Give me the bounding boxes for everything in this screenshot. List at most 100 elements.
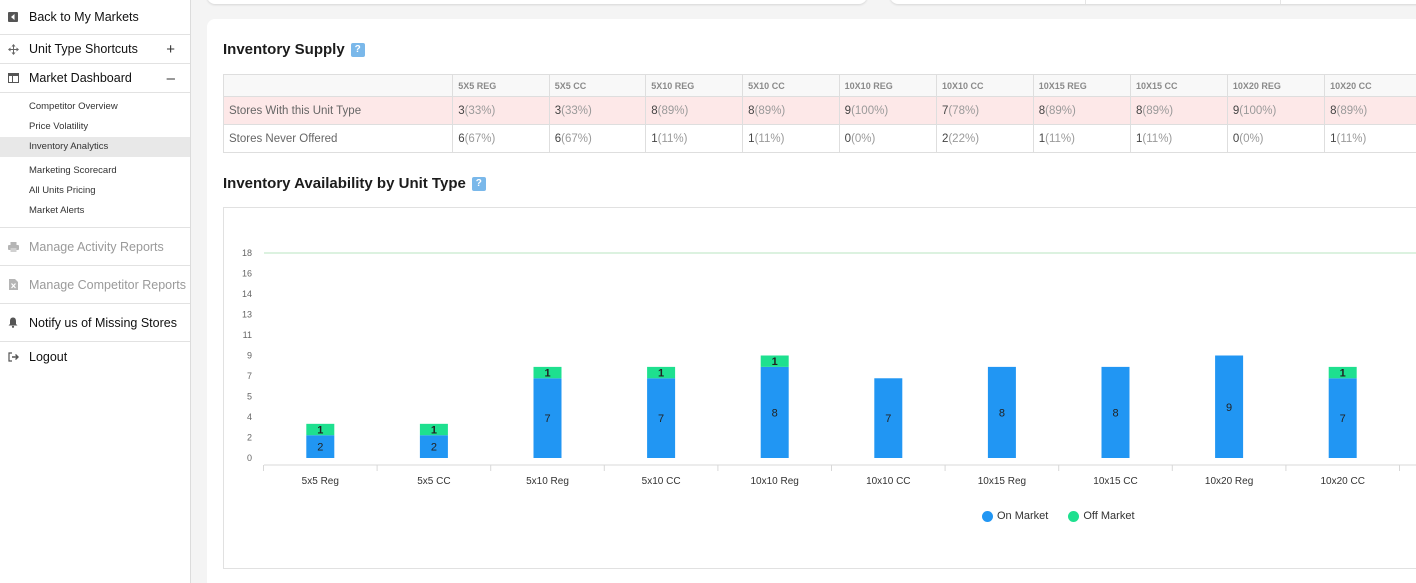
help-icon[interactable]: ?	[471, 176, 486, 191]
dashboard-icon	[7, 72, 19, 84]
bar-label-on-market: 8	[1112, 407, 1118, 419]
cell-count: 1	[1136, 132, 1143, 145]
column-header[interactable]: 10X10 CC	[935, 74, 1034, 97]
bar-off-market	[306, 423, 335, 436]
legend-dot-icon	[1068, 510, 1080, 522]
column-header[interactable]: 10X10 REG	[838, 74, 937, 97]
sub-item-price-volatility[interactable]: Price Volatility	[29, 121, 89, 132]
manage-activity-reports-label: Manage Activity Reports	[29, 239, 164, 254]
bell-icon	[7, 317, 19, 329]
column-header[interactable]: 10X15 CC	[1130, 74, 1228, 97]
chart-legend: On Market Off Market	[982, 510, 1135, 522]
logout-icon	[7, 351, 19, 363]
column-header[interactable]: 5X10 CC	[742, 74, 840, 97]
x-tick-label: 10x20 CC	[1320, 476, 1364, 487]
legend-item[interactable]: On Market	[982, 510, 1048, 522]
bar-on-market	[1101, 366, 1130, 458]
sub-item-competitor-overview[interactable]: Competitor Overview	[29, 101, 118, 112]
cell-percent: (33%)	[561, 104, 592, 117]
x-tick-label: 5x5 Reg	[302, 476, 339, 487]
bar-label-on-market: 8	[999, 407, 1005, 419]
bar-off-market	[533, 366, 562, 379]
market-dashboard-label: Market Dashboard	[29, 71, 132, 85]
column-header[interactable]: 10X20 CC	[1324, 74, 1416, 97]
bar-label-on-market: 8	[772, 407, 778, 419]
unit-type-shortcuts-label: Unit Type Shortcuts	[29, 42, 138, 56]
notify-missing-stores-item[interactable]: Notify us of Missing Stores	[0, 304, 190, 342]
table-cell: 3(33%)	[452, 96, 550, 125]
x-tick-label: 5x5 CC	[417, 476, 450, 487]
logout-item[interactable]: Logout	[0, 342, 190, 371]
legend-label: Off Market	[1083, 510, 1135, 522]
back-to-markets-label: Back to My Markets	[29, 9, 139, 24]
table-cell: 8(89%)	[1032, 96, 1132, 125]
y-tick-label: 14	[242, 289, 252, 299]
cell-count: 2	[941, 132, 949, 145]
cell-percent: (89%)	[1336, 104, 1368, 117]
cell-count: 8	[1330, 104, 1337, 117]
legend-item[interactable]: Off Market	[1068, 510, 1135, 522]
table-header-row: 5X5 REG 5X5 CC 5X10 REG 5X10 CC 10X10 RE…	[222, 74, 1416, 97]
logout-label: Logout	[29, 349, 68, 364]
column-header[interactable]: 5X5 REG	[452, 74, 550, 97]
sub-item-all-units-pricing[interactable]: All Units Pricing	[29, 185, 96, 196]
table-cell: 7(78%)	[935, 96, 1034, 125]
move-arrows-icon	[7, 43, 19, 55]
cell-percent: (33%)	[464, 104, 496, 117]
unit-type-shortcuts-item[interactable]: Unit Type Shortcuts +	[0, 35, 190, 64]
x-tick-label: 10x20 Reg	[1205, 476, 1253, 487]
bar-on-market	[760, 366, 789, 458]
x-tick-label: 10x15 Reg	[978, 476, 1026, 487]
bar-label-on-market: 9	[1226, 402, 1232, 414]
bar-label-off-market: 1	[772, 356, 778, 368]
column-header[interactable]: 5X5 CC	[548, 74, 647, 97]
table-row: Stores With this Unit Type 3(33%) 3(33%) 8(…	[222, 96, 1416, 125]
column-header[interactable]: 5X10 REG	[645, 74, 744, 97]
cell-percent: (100%)	[1239, 104, 1277, 117]
y-tick-label: 7	[247, 371, 252, 381]
x-tick-label: 10x15 CC	[1093, 476, 1137, 487]
cell-percent: (11%)	[1045, 132, 1075, 145]
table-cell: 9(100%)	[838, 96, 937, 125]
cell-count: 1	[1330, 132, 1337, 145]
table-cell: 8(89%)	[1130, 96, 1228, 125]
sub-item-inventory-analytics[interactable]: Inventory Analytics	[0, 137, 190, 157]
bar-label-off-market: 1	[658, 368, 664, 380]
cell-count: 1	[651, 132, 658, 145]
cell-count: 9	[844, 104, 852, 117]
row-label: Stores With this Unit Type	[222, 96, 454, 125]
table-cell: 6(67%)	[452, 124, 550, 153]
collapse-minus-icon[interactable]: –	[166, 70, 175, 87]
y-tick-label: 5	[247, 392, 252, 402]
back-to-markets-link[interactable]: Back to My Markets	[0, 0, 190, 35]
market-dashboard-item[interactable]: Market Dashboard –	[0, 64, 190, 93]
table-cell: 2(22%)	[935, 124, 1034, 153]
cell-count: 6	[458, 132, 465, 145]
cell-count: 8	[748, 104, 755, 117]
cell-percent: (0%)	[851, 132, 876, 145]
card-divider	[1280, 0, 1281, 4]
help-icon[interactable]: ?	[350, 42, 365, 57]
bar-on-market	[1215, 355, 1244, 458]
bar-label-on-market: 7	[1340, 413, 1346, 425]
table-cell: 0(0%)	[838, 124, 937, 153]
cell-count: 7	[941, 104, 949, 117]
bar-label-off-market: 1	[431, 425, 437, 437]
table-row: Stores Never Offered 6(67%) 6(67%) 1(11%) 1(…	[222, 124, 1416, 153]
cell-percent: (67%)	[561, 132, 592, 145]
y-tick-label: 11	[243, 330, 252, 340]
column-header[interactable]: 10X15 REG	[1032, 74, 1132, 97]
bar-on-market	[987, 366, 1016, 458]
y-tick-label: 4	[247, 412, 252, 422]
sub-item-market-alerts[interactable]: Market Alerts	[29, 205, 85, 216]
y-tick-label: 13	[242, 310, 252, 320]
cell-percent: (11%)	[754, 132, 785, 145]
expand-plus-icon[interactable]: +	[166, 41, 175, 58]
cell-percent: (89%)	[1045, 104, 1076, 117]
bar-label-off-market: 1	[544, 368, 550, 380]
cell-percent: (89%)	[754, 104, 786, 117]
sub-item-marketing-scorecard[interactable]: Marketing Scorecard	[29, 165, 117, 176]
bar-on-market	[647, 378, 676, 458]
column-header[interactable]: 10X20 REG	[1226, 74, 1326, 97]
